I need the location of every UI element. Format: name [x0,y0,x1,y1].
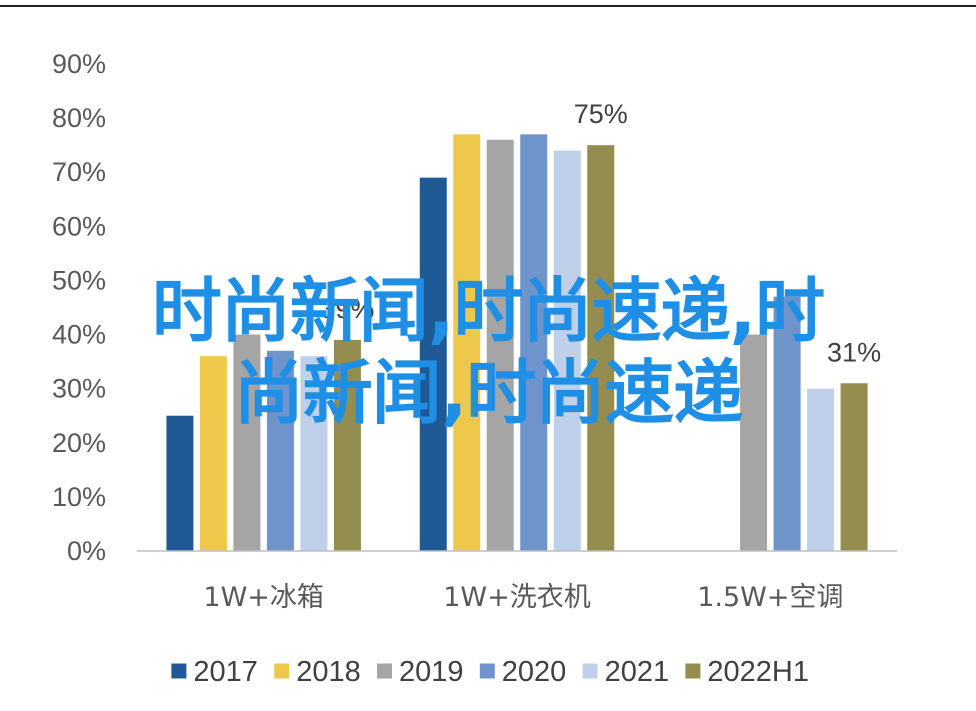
x-category-label: 1W+冰箱 [203,582,324,613]
bar-2021-2 [807,388,835,551]
legend-swatch [377,663,392,679]
data-label: 39% [320,294,374,324]
legend-label: 2020 [502,656,567,688]
y-tick-label: 20% [52,428,106,458]
bar-2019-1 [486,139,514,551]
y-tick-label: 10% [52,482,106,512]
y-tick-label: 50% [52,265,106,295]
legend-swatch [171,663,187,679]
x-category-label: 1W+洗衣机 [443,582,591,613]
y-tick-label: 90% [52,49,106,79]
x-category-label: 1.5W+空调 [697,582,843,613]
bar-2017-0 [166,415,194,551]
legend-swatch [685,663,701,679]
legend-swatch [274,663,290,679]
legend-label: 2022H1 [707,656,809,688]
y-tick-label: 80% [52,103,106,133]
bar-2018-1 [453,134,481,551]
y-tick-label: 60% [52,211,106,241]
legend-label: 2019 [399,656,464,688]
bar-2022H1-1 [587,145,615,551]
bar-2018-0 [199,356,227,551]
legend-label: 2018 [296,656,361,688]
bar-2022H1-0 [333,339,361,551]
y-tick-label: 70% [52,157,106,187]
bar-2020-0 [266,350,294,551]
bar-2020-2 [773,296,801,551]
legend-label: 2021 [605,656,670,688]
legend-label: 2017 [193,656,258,688]
bar-2017-1 [419,177,447,551]
data-label: 31% [827,337,881,367]
bar-2022H1-2 [840,383,868,551]
legend-swatch [479,663,495,679]
bar-2019-2 [740,334,768,551]
y-tick-label: 0% [67,536,106,566]
bar-2019-0 [233,334,261,551]
y-tick-label: 30% [52,374,106,404]
bar-2021-1 [553,150,581,552]
legend-swatch [582,663,598,679]
data-label: 75% [574,99,628,129]
bar-2021-0 [300,356,328,551]
bar-2020-1 [520,134,548,551]
y-tick-label: 40% [52,320,106,350]
